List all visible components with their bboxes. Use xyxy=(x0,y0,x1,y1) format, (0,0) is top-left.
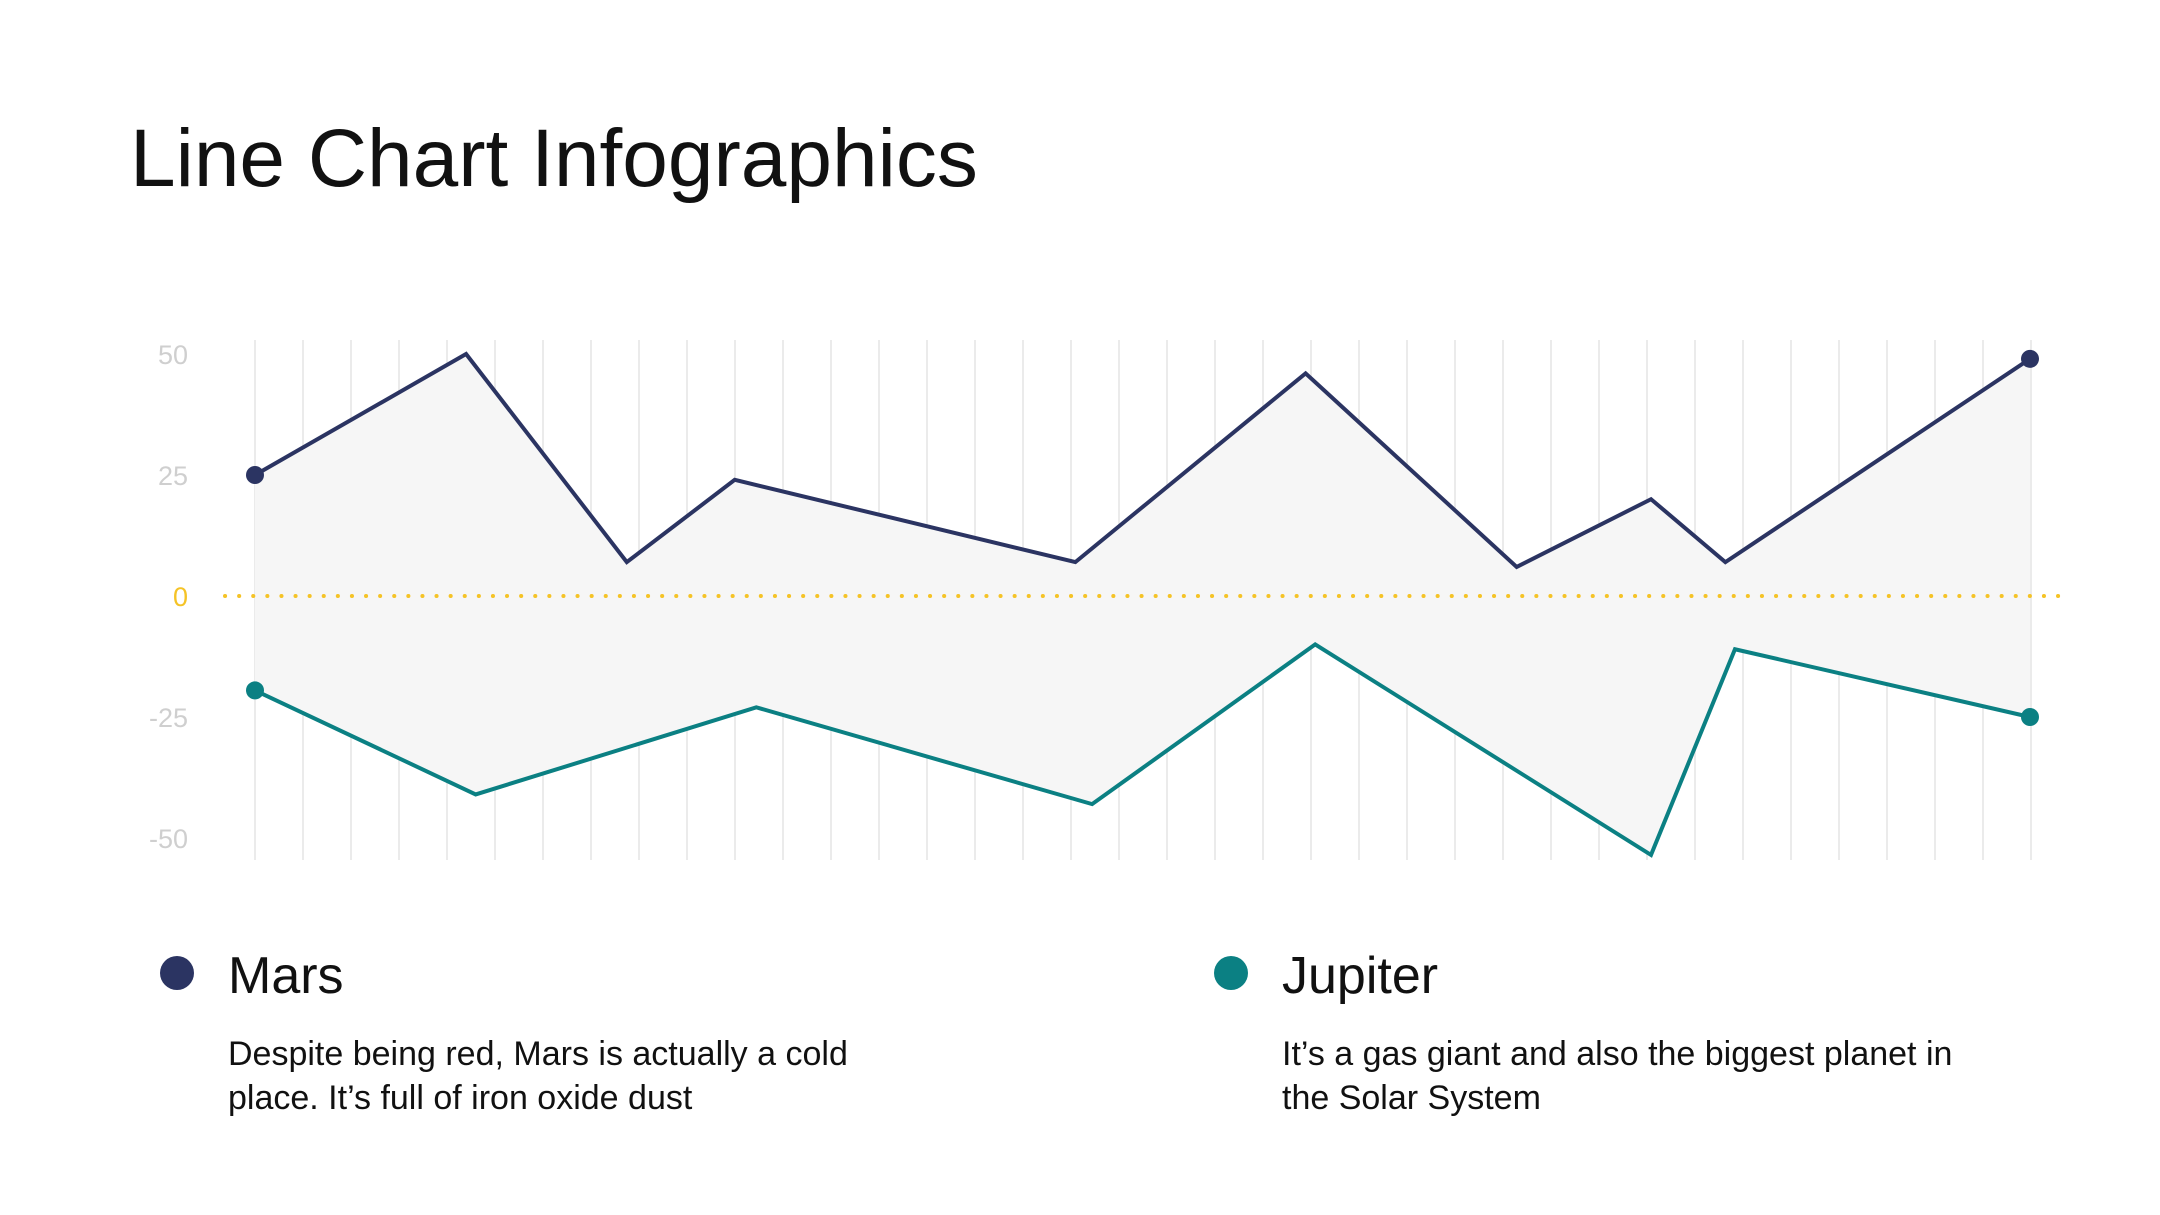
data-point-mars xyxy=(2021,349,2039,368)
y-axis-ticks: 50 25 0 -25 -50 xyxy=(149,340,188,854)
y-tick-label: -25 xyxy=(149,703,188,733)
legend-description-mars: Despite being red, Mars is actually a co… xyxy=(228,1035,848,1117)
data-point-jupiter xyxy=(2021,708,2039,726)
series-line-mars xyxy=(254,351,2032,570)
area-between-series xyxy=(255,354,2030,855)
page-title: Line Chart Infographics xyxy=(130,113,978,204)
legend-name-mars: Mars xyxy=(228,947,344,1005)
data-point-jupiter xyxy=(246,681,264,700)
series-line-jupiter xyxy=(254,641,2031,858)
legend-dot-jupiter xyxy=(1214,956,1248,990)
legend-dot-mars xyxy=(160,956,194,990)
data-point-mars xyxy=(246,466,264,484)
legend-name-jupiter: Jupiter xyxy=(1282,947,1439,1005)
y-tick-label: -50 xyxy=(149,824,188,854)
y-tick-label: 25 xyxy=(158,461,188,491)
y-tick-label: 0 xyxy=(173,582,188,612)
series-end-points xyxy=(246,349,2039,726)
y-tick-label: 50 xyxy=(158,340,188,370)
legend-description-jupiter: It’s a gas giant and also the biggest pl… xyxy=(1282,1035,1953,1117)
